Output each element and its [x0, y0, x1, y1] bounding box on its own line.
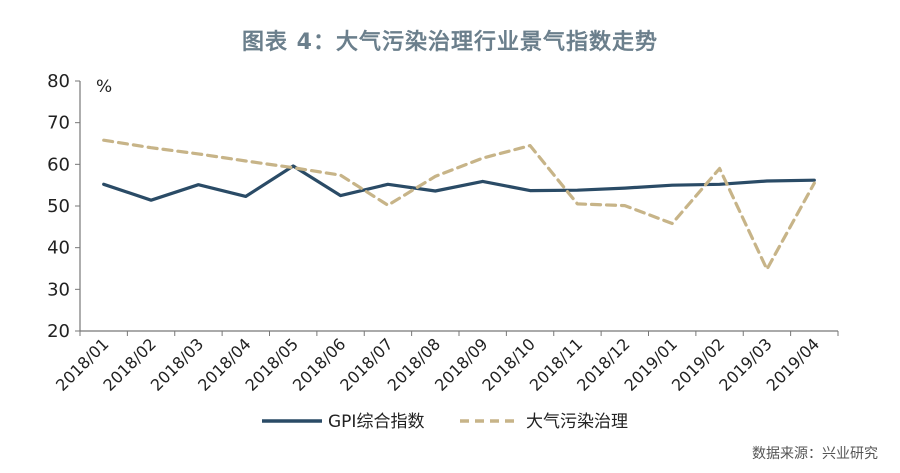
y-axis-unit: %: [96, 77, 112, 97]
source-note: 数据来源：兴业研究: [752, 446, 878, 462]
legend-label-1: GPI综合指数: [328, 412, 424, 432]
axes: [79, 81, 838, 332]
legend: GPI综合指数 大气污染治理: [262, 412, 628, 432]
series-lines: [102, 138, 816, 271]
x-tick-label: 2019/04: [763, 334, 823, 394]
y-tick-label: 70: [47, 113, 70, 134]
x-axis-ticks: 2018/012018/022018/032018/042018/052018/…: [52, 331, 839, 395]
y-tick-label: 40: [47, 238, 70, 259]
y-tick-label: 60: [47, 154, 70, 175]
series-line-1: [102, 164, 816, 202]
y-axis-ticks: 20 30 40 50 60 70 80: [47, 71, 80, 342]
y-tick-label: 30: [47, 279, 70, 300]
y-tick-label: 50: [47, 196, 70, 217]
y-tick-label: 20: [47, 321, 70, 342]
chart-title: 图表 4：大气污染治理行业景气指数走势: [242, 30, 658, 55]
legend-label-2: 大气污染治理: [526, 412, 628, 432]
y-tick-label: 80: [47, 71, 70, 92]
series-line-2: [102, 138, 816, 271]
